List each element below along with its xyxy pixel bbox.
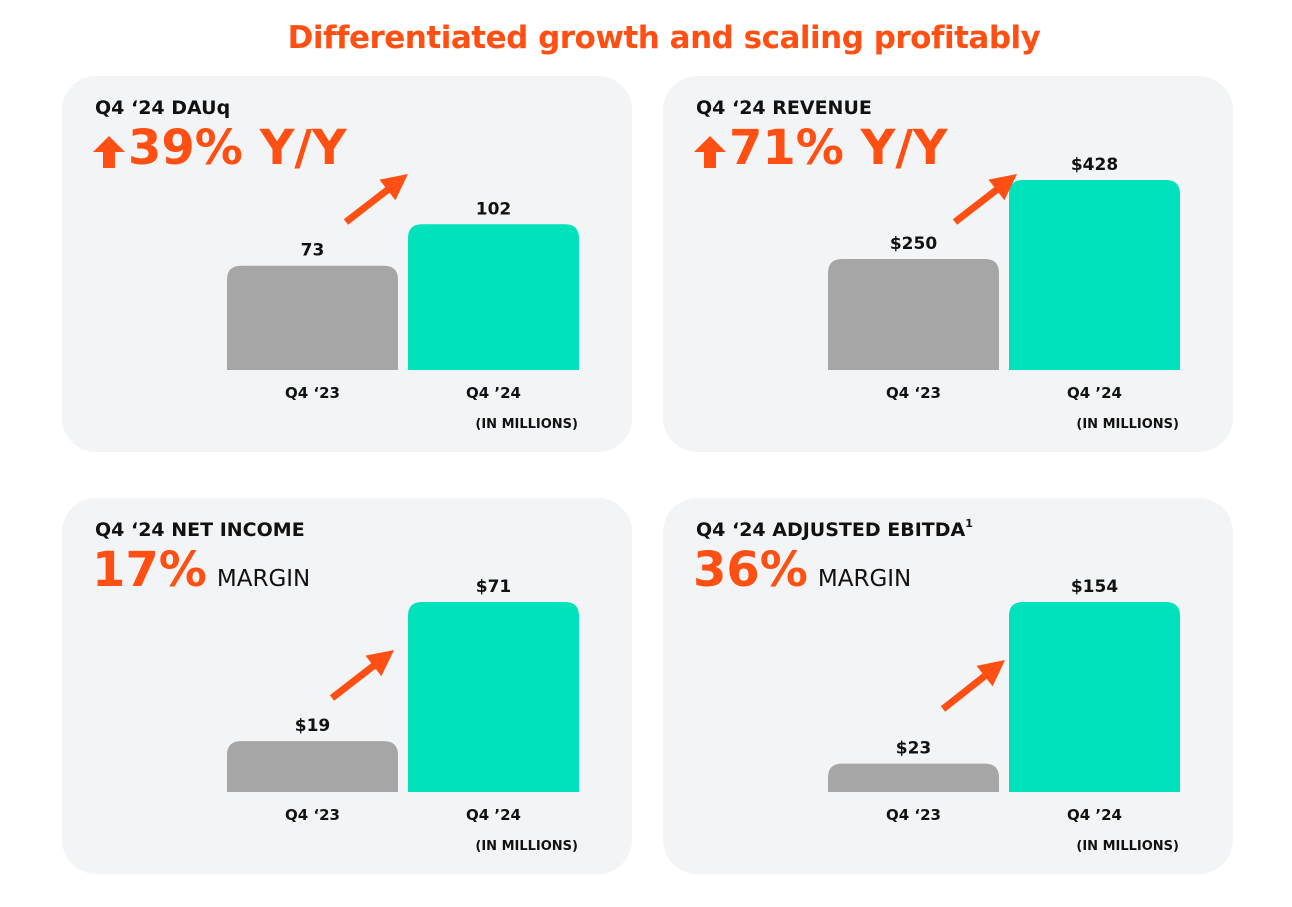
bar-current: [1009, 602, 1180, 792]
growth-arrow-head-icon: [976, 660, 1005, 687]
unit-label: (IN MILLIONS): [475, 839, 578, 854]
bar-current: [408, 224, 579, 370]
adjusted-ebitda-bar-chart: $23 Q4 ‘23 $154 Q4 ’24: [828, 577, 1180, 824]
bar-value-label: $154: [1071, 577, 1118, 597]
category-label: Q4 ‘23: [886, 384, 941, 402]
growth-arrow-head-icon: [365, 650, 394, 677]
headline-margin: 36% MARGIN: [693, 542, 911, 606]
dauq-bar-chart: 73 Q4 ‘23 102 Q4 ’24: [227, 174, 579, 402]
up-arrow-icon: [93, 136, 125, 168]
bar-value-label: 73: [301, 241, 325, 261]
unit-label: (IN MILLIONS): [1076, 417, 1179, 432]
category-label: Q4 ‘23: [285, 384, 340, 402]
metric-title: Q4 ‘24 ADJUSTED EBITDA1: [696, 517, 973, 541]
net-income-panel: Q4 ‘24 NET INCOME 17% MARGIN $19 Q4 ‘23 $7…: [62, 498, 632, 874]
dauq-panel: Q4 ‘24 DAUq 39% Y/Y 73 Q4 ‘23 102 Q4 ’24 (I…: [62, 76, 632, 452]
bar-prior: [227, 265, 398, 370]
net-income-bar-chart: $19 Q4 ‘23 $71 Q4 ’24: [227, 577, 579, 824]
up-arrow-icon: [694, 136, 726, 168]
revenue-panel: Q4 ‘24 REVENUE 71% Y/Y $250 Q4 ‘23 $428 Q4 …: [663, 76, 1233, 452]
bar-prior: [227, 741, 398, 792]
bar-value-label: $19: [295, 716, 331, 736]
margin-label: MARGIN: [216, 566, 311, 592]
headline-value: 17%: [92, 542, 207, 598]
headline-value: 36%: [693, 542, 808, 598]
margin-label: MARGIN: [817, 566, 912, 592]
metric-title: Q4 ‘24 NET INCOME: [95, 519, 305, 541]
metric-title: Q4 ‘24 REVENUE: [696, 97, 872, 119]
bar-current: [1009, 180, 1180, 370]
bar-prior: [828, 763, 999, 792]
category-label: Q4 ’24: [466, 384, 521, 402]
headline-growth: 71% Y/Y: [693, 120, 948, 184]
bar-value-label: $71: [476, 577, 512, 597]
bar-prior: [828, 259, 999, 370]
headline-value: 71% Y/Y: [729, 120, 948, 176]
adjusted-ebitda-panel: Q4 ‘24 ADJUSTED EBITDA1 36% MARGIN $23 Q4…: [663, 498, 1233, 874]
page-title: Differentiated growth and scaling profit…: [287, 20, 1041, 56]
category-label: Q4 ’24: [1067, 384, 1122, 402]
bar-current: [408, 602, 579, 792]
metric-title: Q4 ‘24 DAUq: [95, 97, 231, 119]
category-label: Q4 ‘23: [285, 806, 340, 824]
growth-arrow-head-icon: [988, 174, 1017, 201]
category-label: Q4 ’24: [466, 806, 521, 824]
revenue-bar-chart: $250 Q4 ‘23 $428 Q4 ’24: [828, 155, 1180, 402]
bar-value-label: $428: [1071, 155, 1118, 175]
bar-value-label: $23: [896, 739, 932, 759]
metric-title-text: Q4 ‘24 ADJUSTED EBITDA: [696, 519, 966, 541]
unit-label: (IN MILLIONS): [475, 417, 578, 432]
headline-value: 39% Y/Y: [128, 120, 347, 176]
bar-value-label: 102: [476, 199, 512, 219]
category-label: Q4 ’24: [1067, 806, 1122, 824]
growth-arrow-head-icon: [379, 174, 408, 201]
footnote-marker: 1: [965, 517, 973, 530]
bar-value-label: $250: [890, 234, 937, 254]
category-label: Q4 ‘23: [886, 806, 941, 824]
unit-label: (IN MILLIONS): [1076, 839, 1179, 854]
headline-growth: 39% Y/Y: [92, 120, 347, 184]
headline-margin: 17% MARGIN: [92, 542, 310, 606]
